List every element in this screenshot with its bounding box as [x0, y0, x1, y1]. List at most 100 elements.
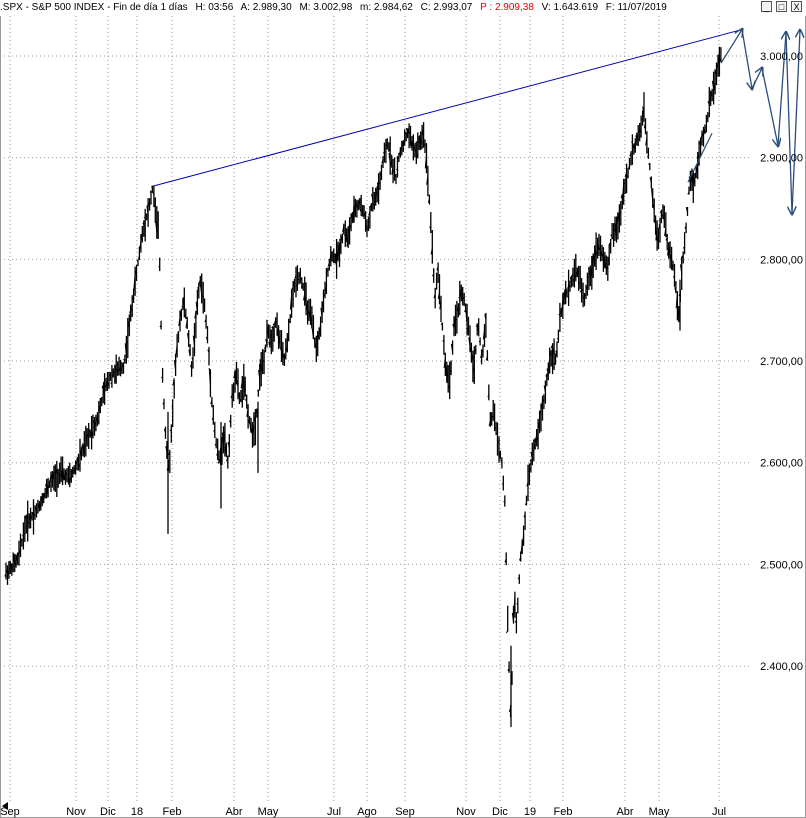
- date-readout: F: 11/07/2019: [605, 2, 667, 13]
- price-tick: [585, 286, 588, 290]
- price-tick: [501, 483, 504, 485]
- price-tick: [318, 323, 322, 335]
- price-tick: [384, 148, 387, 151]
- symbol-title: .SPX - S&P 500 INDEX - Fin de día 1 días: [0, 2, 188, 13]
- price-tick: [81, 445, 84, 450]
- price-tick: [579, 289, 583, 293]
- price-tick: [664, 227, 667, 237]
- price-tick: [17, 552, 20, 557]
- price-tick: [645, 137, 648, 146]
- price-tick: [237, 393, 240, 397]
- price-tick: [416, 154, 419, 158]
- price-tick: [604, 262, 607, 269]
- trendline: [152, 29, 743, 187]
- price-tick: [471, 354, 474, 361]
- price-tick: [271, 325, 274, 329]
- price-tick: [624, 174, 628, 183]
- price-tick: [675, 291, 678, 309]
- price-tick: [554, 362, 556, 365]
- price-tick: [393, 169, 395, 172]
- price-tick: [543, 385, 546, 393]
- price-tick: [466, 327, 469, 333]
- price-tick: [498, 451, 501, 458]
- y-tick-label: 2.500,00: [760, 559, 803, 571]
- y-tick-label: 2.800,00: [760, 254, 803, 266]
- price-tick: [598, 247, 601, 251]
- price-tick: [233, 370, 236, 379]
- price-tick: [411, 140, 414, 148]
- price-tick: [250, 427, 253, 434]
- price-tick: [304, 296, 307, 302]
- price-tick: [472, 367, 475, 374]
- price-tick: [450, 343, 454, 353]
- price-tick: [400, 147, 403, 151]
- price-tick: [214, 443, 217, 446]
- price-tick: [662, 213, 665, 222]
- price-tick: [506, 630, 509, 634]
- price-tick: [631, 141, 633, 143]
- price-tick: [94, 421, 97, 427]
- price-tick: [395, 168, 398, 171]
- minimize-button[interactable]: _: [761, 1, 772, 12]
- price-tick: [301, 286, 304, 290]
- price-tick: [517, 577, 520, 580]
- price-tick: [179, 311, 182, 318]
- price-tick: [613, 228, 616, 231]
- price-tick: [323, 294, 326, 297]
- price-tick: [120, 367, 123, 372]
- price-tick: [339, 238, 342, 254]
- price-tick: [329, 255, 332, 262]
- price-tick: [643, 122, 646, 129]
- price-tick: [208, 367, 211, 385]
- price-tick: [656, 235, 659, 242]
- price-tick: [102, 381, 106, 400]
- price-tick: [292, 281, 295, 288]
- price-tick: [184, 314, 187, 318]
- price-tick: [7, 570, 10, 576]
- price-tick: [516, 602, 519, 605]
- price-tick: [387, 148, 390, 151]
- price-tick: [101, 384, 104, 389]
- price-tick: [564, 289, 567, 303]
- price-tick: [539, 410, 542, 415]
- price-tick: [204, 318, 207, 323]
- price-tick: [260, 362, 264, 371]
- price-tick: [595, 251, 599, 255]
- price-tick: [680, 264, 683, 274]
- price-tick: [477, 323, 480, 333]
- chart-header: .SPX - S&P 500 INDEX - Fin de día 1 días…: [0, 0, 806, 16]
- price-tick: [289, 294, 293, 310]
- price-tick: [469, 345, 472, 352]
- price-tick: [488, 421, 491, 426]
- price-tick: [497, 441, 500, 443]
- price-tick: [150, 185, 153, 188]
- price-tick: [30, 516, 33, 519]
- price-tick: [436, 266, 439, 271]
- price-tick: [47, 485, 50, 488]
- price-tick: [205, 336, 208, 341]
- price-tick: [342, 225, 345, 233]
- price-tick: [37, 503, 40, 509]
- x-tick-label: Nov: [66, 806, 86, 818]
- price-tick: [648, 163, 651, 166]
- price-tick: [365, 224, 368, 227]
- price-tick: [308, 310, 311, 320]
- price-tick: [356, 205, 359, 208]
- price-tick: [5, 570, 8, 574]
- price-tick: [165, 446, 168, 452]
- price-tick: [555, 350, 558, 357]
- price-tick: [520, 542, 523, 554]
- price-tick: [272, 323, 275, 327]
- price-tick: [169, 428, 172, 432]
- price-tick: [681, 254, 684, 259]
- price-tick: [246, 405, 249, 418]
- maximize-button[interactable]: □: [776, 1, 787, 12]
- x-tick-label: Abr: [225, 806, 242, 818]
- price-tick: [667, 246, 670, 256]
- price-tick: [407, 126, 410, 134]
- price-tick: [421, 128, 425, 136]
- price-tick: [504, 558, 507, 563]
- close-button[interactable]: X: [791, 1, 802, 12]
- price-tick: [243, 384, 246, 392]
